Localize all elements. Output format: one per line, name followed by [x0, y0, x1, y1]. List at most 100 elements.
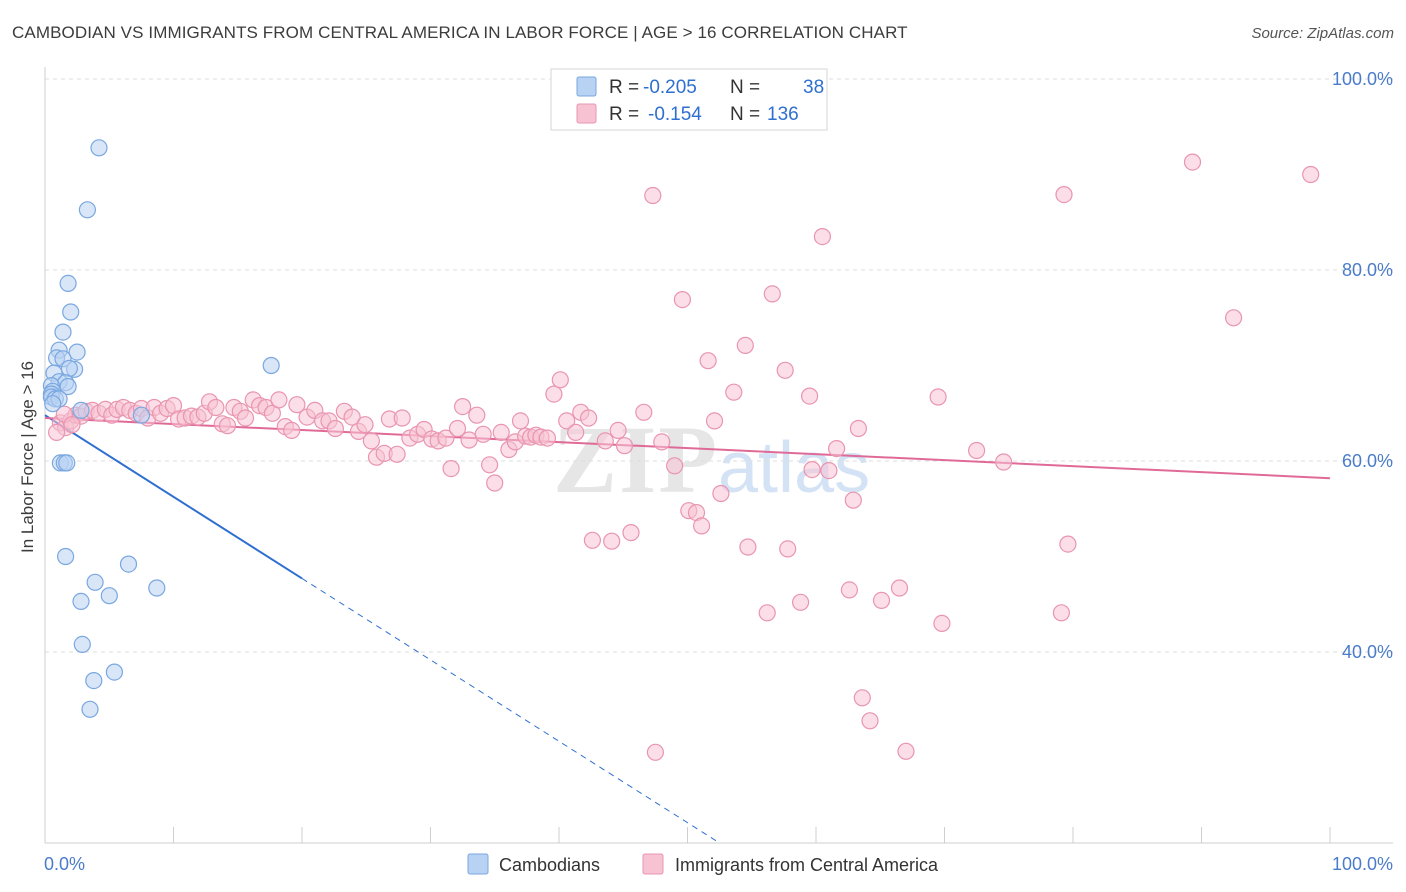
legend-swatch-pink [576, 103, 597, 124]
trend-lines [44, 414, 1331, 844]
central-america-point-66 [474, 425, 492, 443]
cambodian-point-22 [72, 401, 90, 419]
legend-r-label-1: R = [609, 77, 639, 98]
central-america-point-62 [448, 419, 467, 438]
central-america-point-124 [967, 441, 986, 460]
central-america-point-99 [705, 412, 724, 430]
cambodian-point-31 [148, 579, 166, 597]
cambodian-point-33 [72, 592, 90, 611]
central-america-point-108 [791, 593, 810, 611]
legend-n-value-2: 136 [767, 104, 799, 125]
watermark-zip: ZIP [553, 406, 719, 513]
central-america-point-115 [844, 491, 862, 509]
central-america-point-39 [288, 396, 306, 414]
central-america-point-78 [545, 385, 563, 403]
central-america-point-84 [583, 531, 602, 549]
cambodian-point-14 [59, 377, 77, 396]
central-america-point-114 [840, 581, 859, 599]
central-america-point-92 [653, 433, 671, 451]
series-legend-label-cambodians: Cambodians [499, 855, 600, 875]
central-america-point-113 [827, 440, 846, 458]
central-america-point-63 [454, 398, 472, 416]
central-america-point-54 [393, 409, 411, 427]
central-america-point-48 [356, 416, 374, 434]
y-tick-label-60: 60.0% [1342, 451, 1393, 471]
central-america-point-44 [326, 419, 344, 438]
cambodian-point-30 [86, 573, 104, 591]
central-america-point-87 [609, 421, 627, 439]
central-america-point-100 [712, 484, 730, 503]
central-america-point-65 [468, 406, 486, 424]
central-america-point-104 [758, 604, 776, 622]
central-america-point-112 [820, 462, 838, 480]
central-america-point-110 [803, 461, 821, 479]
cambodian-point-28 [56, 547, 75, 566]
central-america-point-26 [207, 398, 225, 417]
cambodian-point-29 [119, 555, 138, 573]
central-america-point-130 [1183, 153, 1202, 171]
cambodian-point-10 [60, 359, 79, 377]
x-tick-label-min: 0.0% [44, 854, 85, 874]
central-america-point-135 [63, 416, 81, 434]
central-america-point-28 [218, 417, 237, 435]
y-tick-label-40: 40.0% [1342, 642, 1393, 662]
watermark-atlas: atlas [718, 428, 870, 508]
central-america-point-126 [1052, 604, 1071, 622]
cambodian-point-35 [105, 663, 124, 681]
central-america-point-103 [739, 538, 757, 556]
cambodian-point-37 [81, 700, 99, 718]
legend-n-label-1: N = [730, 77, 760, 98]
legend-r-value-1: -0.205 [643, 77, 697, 98]
series-legend-label-central-america: Immigrants from Central America [675, 855, 939, 875]
chart-title: CAMBODIAN VS IMMIGRANTS FROM CENTRAL AME… [12, 23, 908, 42]
central-america-point-117 [853, 689, 871, 707]
trend-line-central-america [44, 417, 1331, 480]
central-america-point-98 [699, 352, 717, 370]
x-tick-label-max: 100.0% [1332, 854, 1393, 874]
trend-line-cambodians [44, 414, 303, 580]
central-america-point-49 [362, 432, 380, 450]
legend-r-value-2: -0.154 [648, 104, 702, 125]
central-america-point-127 [1059, 535, 1077, 553]
central-america-point-86 [603, 532, 621, 550]
central-america-point-77 [538, 429, 557, 447]
central-america-point-97 [692, 517, 711, 535]
central-america-point-105 [763, 285, 781, 303]
central-america-point-132 [1302, 165, 1320, 184]
central-america-point-88 [615, 437, 634, 455]
axes: 40.0% 60.0% 80.0% 100.0% 0.0% 100.0% [44, 67, 1393, 874]
central-america-point-116 [849, 419, 868, 438]
cambodian-point-24 [262, 356, 280, 375]
cambodian-point-32 [100, 587, 118, 605]
central-america-point-91 [644, 186, 662, 205]
legend-r-label-2: R = [609, 104, 639, 125]
central-america-point-123 [929, 388, 947, 406]
central-america-point-119 [872, 591, 891, 610]
legend-n-label-2: N = [730, 104, 760, 125]
central-america-point-31 [236, 409, 255, 427]
y-tick-label-80: 80.0% [1342, 260, 1393, 280]
series-legend-swatch-blue [467, 853, 489, 875]
central-america-point-60 [437, 429, 455, 447]
central-america-point-83 [579, 409, 598, 427]
central-america-point-121 [897, 742, 915, 760]
y-axis-title: In Labor Force | Age > 16 [18, 361, 37, 553]
cambodian-point-34 [73, 635, 91, 654]
central-america-point-109 [800, 387, 819, 405]
central-america-point-101 [725, 383, 743, 401]
central-america-point-46 [343, 408, 361, 426]
cambodian-point-27 [58, 454, 76, 472]
cambodian-point-3 [62, 303, 80, 321]
central-america-point-90 [635, 403, 653, 421]
central-america-point-89 [622, 523, 640, 542]
central-america-point-61 [442, 460, 460, 478]
points-cambodians [42, 139, 280, 718]
cambodian-point-4 [54, 323, 72, 341]
stats-legend: R = -0.205 N = 38 R = -0.154 N = 136 [550, 68, 828, 131]
central-america-point-68 [486, 474, 504, 492]
central-america-point-81 [567, 423, 585, 441]
cambodian-point-0 [90, 139, 108, 157]
watermark: ZIP atlas [553, 406, 870, 513]
trend-line-cambodians-extension [301, 578, 720, 844]
